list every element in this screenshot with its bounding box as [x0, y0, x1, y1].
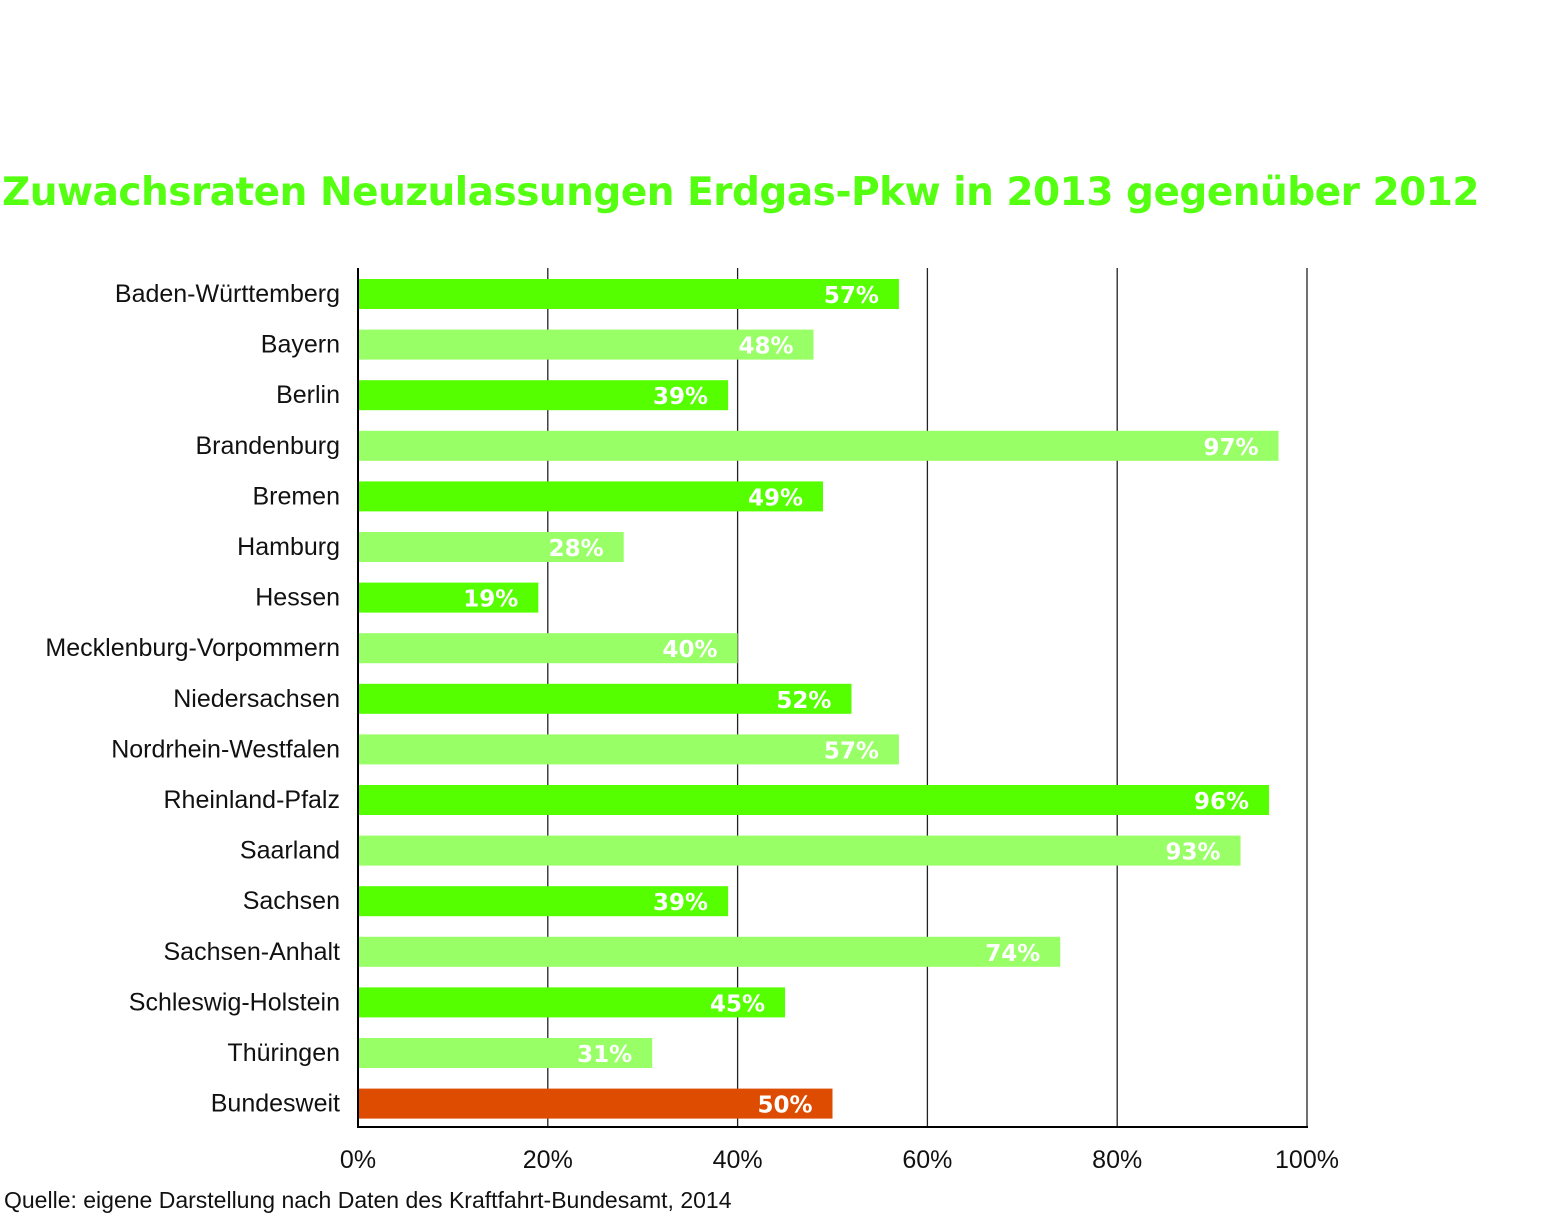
category-label: Rheinland-Pfalz [164, 786, 341, 814]
x-tick-label: 100% [1275, 1146, 1339, 1174]
category-label: Hessen [255, 584, 340, 612]
x-tick-labels: 0% 20% 40% 60% 80% 100% [340, 1146, 1339, 1174]
chart-title: Zuwachsraten Neuzulassungen Erdgas-Pkw i… [2, 170, 1480, 215]
value-label: 48% [738, 334, 793, 360]
x-tick-label: 40% [713, 1146, 763, 1174]
axes [357, 268, 1308, 1128]
bar [358, 1038, 653, 1068]
value-label: 39% [653, 384, 708, 410]
bar [358, 633, 738, 664]
category-label: Nordrhein-Westfalen [111, 735, 340, 763]
value-label: 57% [824, 738, 879, 764]
bar [358, 886, 729, 917]
value-label: 39% [653, 890, 708, 916]
value-label: 74% [985, 941, 1040, 967]
bar [358, 987, 786, 1018]
category-label: Sachsen [243, 887, 340, 915]
value-label: 40% [663, 637, 718, 663]
value-label: 49% [748, 485, 803, 511]
bar [358, 785, 1270, 815]
value-labels: 57% 48% 39% 97% 49% 28% 19% 40% 52% 57% 96% 93% 39% 7… [463, 283, 1258, 1119]
bar [358, 380, 729, 411]
category-label: Schleswig-Holstein [129, 988, 340, 1016]
value-label: 93% [1166, 840, 1221, 866]
bar [358, 279, 899, 309]
category-labels: Baden-Württemberg Bayern Berlin Brandenburg… [45, 280, 340, 1118]
value-label: 52% [776, 688, 831, 714]
value-label: 19% [463, 587, 518, 613]
bar [358, 734, 899, 765]
x-tick-label: 0% [340, 1146, 376, 1174]
x-tick-label: 60% [902, 1146, 952, 1174]
x-tick-label: 20% [523, 1146, 573, 1174]
category-label: Bayern [261, 331, 340, 359]
bar [358, 430, 1279, 461]
category-label: Niedersachsen [173, 685, 340, 713]
source-note: Quelle: eigene Darstellung nach Daten de… [4, 1187, 732, 1213]
bar [358, 835, 1241, 866]
bar [358, 532, 624, 562]
category-label: Sachsen-Anhalt [163, 938, 340, 966]
category-label: Mecklenburg-Vorpommern [45, 634, 340, 662]
category-label: Thüringen [227, 1039, 340, 1067]
category-label: Bremen [252, 482, 340, 510]
x-tick-label: 80% [1092, 1146, 1142, 1174]
category-label: Baden-Württemberg [115, 280, 340, 308]
value-label: 28% [549, 536, 604, 562]
bar [358, 1088, 833, 1119]
value-label: 31% [577, 1042, 632, 1068]
bar [358, 683, 852, 714]
category-label: Bundesweit [211, 1090, 340, 1118]
value-label: 96% [1194, 789, 1249, 815]
category-label: Saarland [240, 837, 340, 865]
category-label: Hamburg [237, 533, 340, 561]
bar [358, 582, 539, 613]
value-label: 97% [1203, 435, 1258, 461]
category-label: Brandenburg [195, 432, 340, 460]
value-label: 57% [824, 283, 879, 309]
bar [358, 329, 814, 360]
value-label: 45% [710, 991, 765, 1017]
bar [358, 936, 1061, 967]
bar [358, 481, 824, 512]
category-label: Berlin [276, 381, 340, 409]
bars [358, 279, 1279, 1119]
value-label: 50% [757, 1093, 812, 1119]
